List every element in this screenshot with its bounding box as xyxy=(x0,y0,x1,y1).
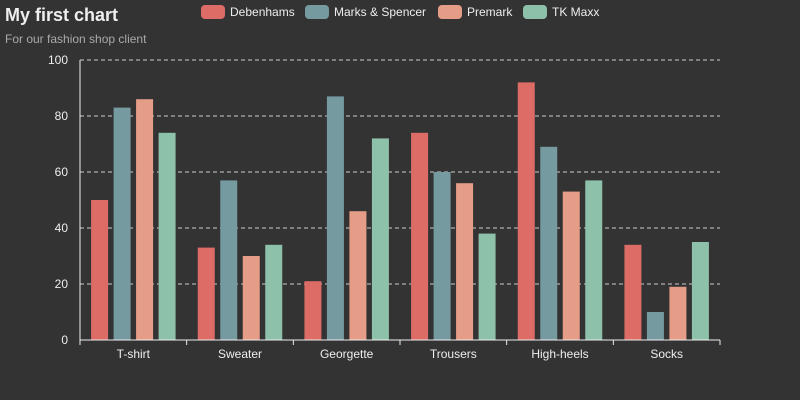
bar[interactable] xyxy=(646,312,664,340)
legend-label: TK Maxx xyxy=(552,5,599,19)
bar[interactable] xyxy=(158,132,176,340)
bar[interactable] xyxy=(265,244,283,340)
x-tick-label: T-shirt xyxy=(117,347,151,361)
bar[interactable] xyxy=(540,146,558,340)
legend-item[interactable]: Premark xyxy=(438,5,513,19)
bar[interactable] xyxy=(411,132,429,340)
legend-swatch xyxy=(438,5,462,19)
y-tick-label: 80 xyxy=(55,109,69,123)
bar[interactable] xyxy=(456,183,474,340)
legend-swatch xyxy=(201,5,225,19)
bar[interactable] xyxy=(371,138,389,340)
legend-item[interactable]: Debenhams xyxy=(201,5,295,19)
bar[interactable] xyxy=(113,107,131,340)
bar[interactable] xyxy=(562,191,580,340)
grid xyxy=(80,59,720,285)
bar[interactable] xyxy=(669,286,687,340)
x-tick-label: Socks xyxy=(650,347,683,361)
bar[interactable] xyxy=(326,96,344,341)
bar[interactable] xyxy=(91,200,109,340)
legend-label: Premark xyxy=(467,5,513,19)
bar[interactable] xyxy=(197,247,215,340)
bar[interactable] xyxy=(433,172,451,340)
axes: 0 20 40 60 80 100 T-shirt Sweater Georgette Trous… xyxy=(48,53,721,361)
legend-label: Debenhams xyxy=(230,5,295,19)
bar[interactable] xyxy=(585,180,603,340)
y-tick-label: 100 xyxy=(48,53,68,67)
legend-swatch xyxy=(523,5,547,19)
bar[interactable] xyxy=(478,233,496,340)
x-tick-label: Georgette xyxy=(320,347,374,361)
x-tick-label: High-heels xyxy=(531,347,588,361)
legend: Debenhams Marks & Spencer Premark TK Maxx xyxy=(201,5,599,19)
y-tick-label: 60 xyxy=(55,165,69,179)
legend-swatch xyxy=(305,5,329,19)
chart-title: My first chart xyxy=(5,5,118,25)
x-tick-label: Sweater xyxy=(218,347,262,361)
legend-label: Marks & Spencer xyxy=(334,5,426,19)
bar[interactable] xyxy=(220,180,238,340)
bar[interactable] xyxy=(624,244,642,340)
bar[interactable] xyxy=(242,256,260,340)
chart-subtitle: For our fashion shop client xyxy=(5,32,147,46)
legend-item[interactable]: TK Maxx xyxy=(523,5,599,19)
bar[interactable] xyxy=(349,211,367,340)
bar[interactable] xyxy=(691,242,709,340)
x-tick-label: Trousers xyxy=(430,347,477,361)
bar[interactable] xyxy=(304,281,322,340)
bars xyxy=(91,82,709,341)
y-tick-label: 20 xyxy=(55,277,69,291)
bar[interactable] xyxy=(136,99,154,340)
y-tick-label: 40 xyxy=(55,221,69,235)
legend-item[interactable]: Marks & Spencer xyxy=(305,5,426,19)
bar[interactable] xyxy=(517,82,535,341)
y-tick-label: 0 xyxy=(61,333,68,347)
